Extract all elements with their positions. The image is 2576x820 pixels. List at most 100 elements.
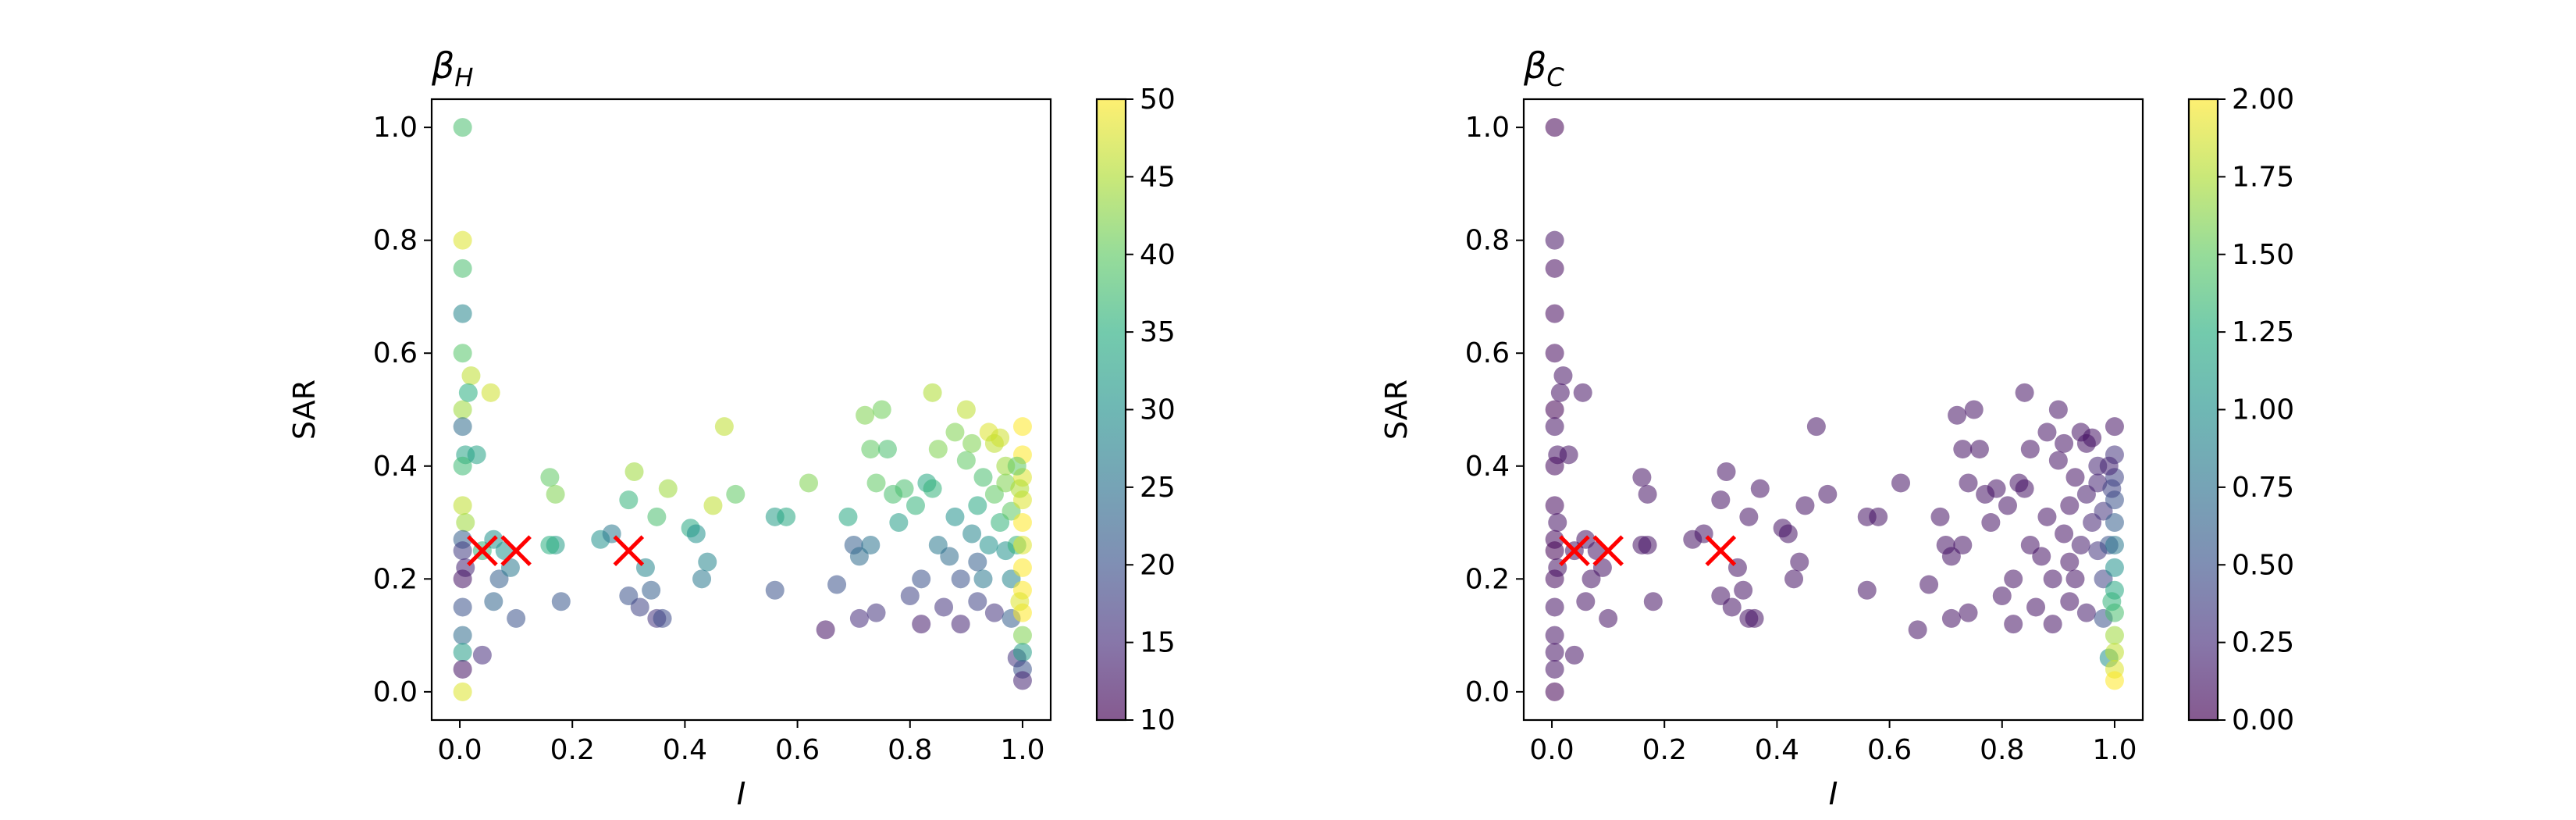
colorbar-tick-label: 35 — [1140, 316, 1176, 348]
scatter-panel-beta-h: βH 0.0 0.2 0.4 0.6 0.8 1.00.00.20.40.60.81.0 … — [287, 45, 1176, 812]
scatter-point — [945, 422, 965, 442]
scatter-point — [453, 456, 472, 476]
scatter-point — [2071, 535, 2090, 554]
scatter-point — [1643, 592, 1663, 611]
scatter-point — [895, 479, 914, 498]
scatter-point — [856, 405, 875, 425]
scatter-point — [1010, 479, 1030, 498]
scatter-point — [658, 479, 678, 498]
scatter-point — [453, 626, 472, 645]
scatter-point — [1545, 417, 1564, 437]
x-marker-stroke — [1705, 535, 1737, 566]
scatter-point — [968, 592, 987, 611]
y-tick-label: 0.4 — [373, 451, 418, 483]
panel-title-sub: C — [1546, 62, 1564, 92]
scatter-point — [1550, 383, 1570, 402]
scatter-point — [642, 580, 661, 600]
colorbar-tick-label: 20 — [1140, 549, 1176, 581]
scatter-point — [945, 507, 965, 526]
x-tick-label: 0.6 — [775, 734, 820, 766]
scatter-point — [849, 608, 869, 628]
scatter-point — [1818, 484, 1838, 504]
colorbar-tick-label: 10 — [1140, 704, 1176, 736]
scatter-point — [2004, 569, 2023, 589]
colorbar-tick-label: 0.50 — [2232, 549, 2294, 581]
scatter-point — [1545, 541, 1564, 561]
scatter-point — [765, 580, 785, 600]
scatter-point — [453, 496, 472, 515]
scatter-point — [2043, 569, 2062, 589]
scatter-point — [2105, 671, 2124, 690]
scatter-point — [1545, 230, 1564, 250]
scatter-point — [1717, 462, 1736, 481]
x-tick-label: 0.8 — [888, 734, 932, 766]
x-tick-label: 0.4 — [663, 734, 707, 766]
scatter-point — [647, 507, 667, 526]
scatter-point — [1576, 592, 1596, 611]
scatter-point — [1987, 479, 2006, 498]
scatter-point — [1920, 575, 1939, 594]
x-markers — [467, 535, 645, 566]
scatter-point — [2043, 615, 2062, 634]
scatter-point — [1806, 417, 1826, 437]
scatter-point — [686, 524, 706, 544]
scatter-point — [1010, 592, 1030, 611]
scatter-point — [1564, 645, 1584, 665]
x-marker — [1705, 535, 1737, 566]
scatter-point — [1012, 417, 1032, 437]
scatter-point — [973, 569, 993, 589]
scatter-point — [619, 490, 639, 510]
scatter-point — [923, 479, 942, 498]
colorbar-tick-label: 2.00 — [2232, 84, 2294, 116]
x-marker-stroke — [1592, 535, 1624, 566]
scatter-point — [934, 597, 954, 617]
scatter-point — [912, 569, 931, 589]
scatter-point — [838, 507, 858, 526]
scatter-point — [1545, 258, 1564, 278]
x-tick-label: 0.2 — [1642, 734, 1687, 766]
scatter-point — [624, 462, 644, 481]
scatter-point — [799, 473, 819, 493]
scatter-point — [956, 400, 976, 419]
scatter-point — [1778, 524, 1798, 544]
axis-ticks: 0.0 0.2 0.4 0.6 0.8 1.0 0.0 0.2 0.4 0.6 0.8 1.0 — [373, 112, 1045, 766]
scatter-point — [484, 592, 503, 611]
scatter-point — [1784, 569, 1804, 589]
scatter-point — [2032, 547, 2051, 566]
x-tick-label: 0.4 — [1755, 734, 1799, 766]
scatter-point — [2015, 479, 2034, 498]
scatter-point — [2105, 626, 2124, 645]
y-axis-label: SAR — [287, 380, 322, 440]
colorbar-tick-label: 40 — [1140, 239, 1176, 271]
y-axis-label: SAR — [1379, 380, 1414, 440]
scatter-point — [453, 682, 472, 701]
x-tick-label: 1.0 — [2092, 734, 2137, 766]
scatter-point — [1545, 626, 1564, 645]
scatter-point — [2088, 473, 2108, 493]
scatter-point — [653, 608, 672, 628]
x-marker-stroke — [467, 535, 498, 566]
colorbar-tick-label: 1.25 — [2232, 316, 2294, 348]
x-marker-stroke — [1559, 535, 1590, 566]
scatter-point — [991, 428, 1010, 447]
panel-title-main: β — [431, 45, 454, 87]
scatter-point — [1573, 383, 1592, 402]
x-marker — [467, 535, 498, 566]
scatter-point — [1012, 643, 1032, 662]
scatter-point — [453, 597, 472, 617]
scatter-point — [1745, 608, 1764, 628]
scatter-point — [2065, 569, 2085, 589]
x-tick-label: 0.6 — [1867, 734, 1912, 766]
y-tick-label: 0.0 — [373, 676, 418, 708]
colorbar-tick-label: 1.00 — [2232, 394, 2294, 426]
colorbar-ticks: 10 15 20 25 30 35 40 45 50 — [1126, 84, 1176, 736]
scatter-point — [546, 484, 565, 504]
scatter-point — [928, 440, 948, 459]
scatter-point — [1559, 445, 1578, 465]
scatter-point — [1722, 597, 1742, 617]
y-tick-label: 1.0 — [1465, 112, 1510, 144]
panel-title: βH — [431, 45, 473, 92]
scatter-point — [453, 659, 472, 679]
scatter-point — [1545, 344, 1564, 363]
